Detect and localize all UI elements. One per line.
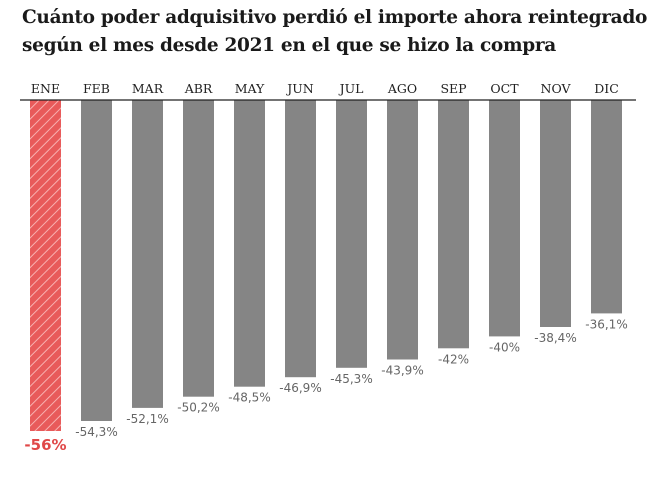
bar-nov: [540, 100, 571, 327]
tick-label-may: MAY: [235, 81, 265, 96]
tick-label-jul: JUL: [338, 81, 364, 96]
bar-jun: [285, 100, 316, 378]
data-label-may: -48,5%: [228, 391, 270, 405]
data-label-oct: -40%: [489, 340, 520, 354]
tick-label-ene: ENE: [31, 81, 60, 96]
data-label-ago: -43,9%: [381, 364, 423, 378]
data-label-sep: -42%: [438, 352, 469, 366]
tick-label-dic: DIC: [594, 81, 619, 96]
bar-dic: [591, 100, 622, 314]
bar-feb: [81, 100, 112, 421]
tick-label-mar: MAR: [132, 81, 164, 96]
data-label-ene: -56%: [24, 436, 66, 454]
chart-title-line-1: Cuánto poder adquisitivo perdió el impor…: [22, 7, 648, 28]
labels-layer: ENE -56% FEB -54,3% MAR -52,1% ABR -50,2% MAY -48…: [24, 81, 627, 454]
bar-oct: [489, 100, 520, 337]
tick-label-jun: JUN: [285, 81, 314, 96]
chart-title-line-2: según el mes desde 2021 en el que se hiz…: [22, 35, 556, 56]
bar-ago: [387, 100, 418, 360]
tick-label-abr: ABR: [184, 81, 213, 96]
bar-jul: [336, 100, 367, 368]
bar-sep: [438, 100, 469, 349]
data-label-abr: -50,2%: [177, 401, 219, 415]
data-label-nov: -38,4%: [534, 331, 576, 345]
tick-label-oct: OCT: [490, 81, 519, 96]
bar-mar: [132, 100, 163, 408]
chart-title: Cuánto poder adquisitivo perdió el impor…: [22, 4, 648, 60]
data-label-mar: -52,1%: [126, 412, 168, 426]
bar-ene: [30, 100, 61, 431]
bars-layer: [30, 100, 622, 431]
bar-may: [234, 100, 265, 387]
tick-label-nov: NOV: [541, 81, 572, 96]
bar-abr: [183, 100, 214, 397]
data-label-jun: -46,9%: [279, 381, 321, 395]
tick-label-feb: FEB: [83, 81, 110, 96]
data-label-dic: -36,1%: [585, 317, 627, 331]
data-label-feb: -54,3%: [75, 425, 117, 439]
tick-label-ago: AGO: [387, 81, 417, 96]
data-label-jul: -45,3%: [330, 372, 372, 386]
tick-label-sep: SEP: [440, 81, 466, 96]
